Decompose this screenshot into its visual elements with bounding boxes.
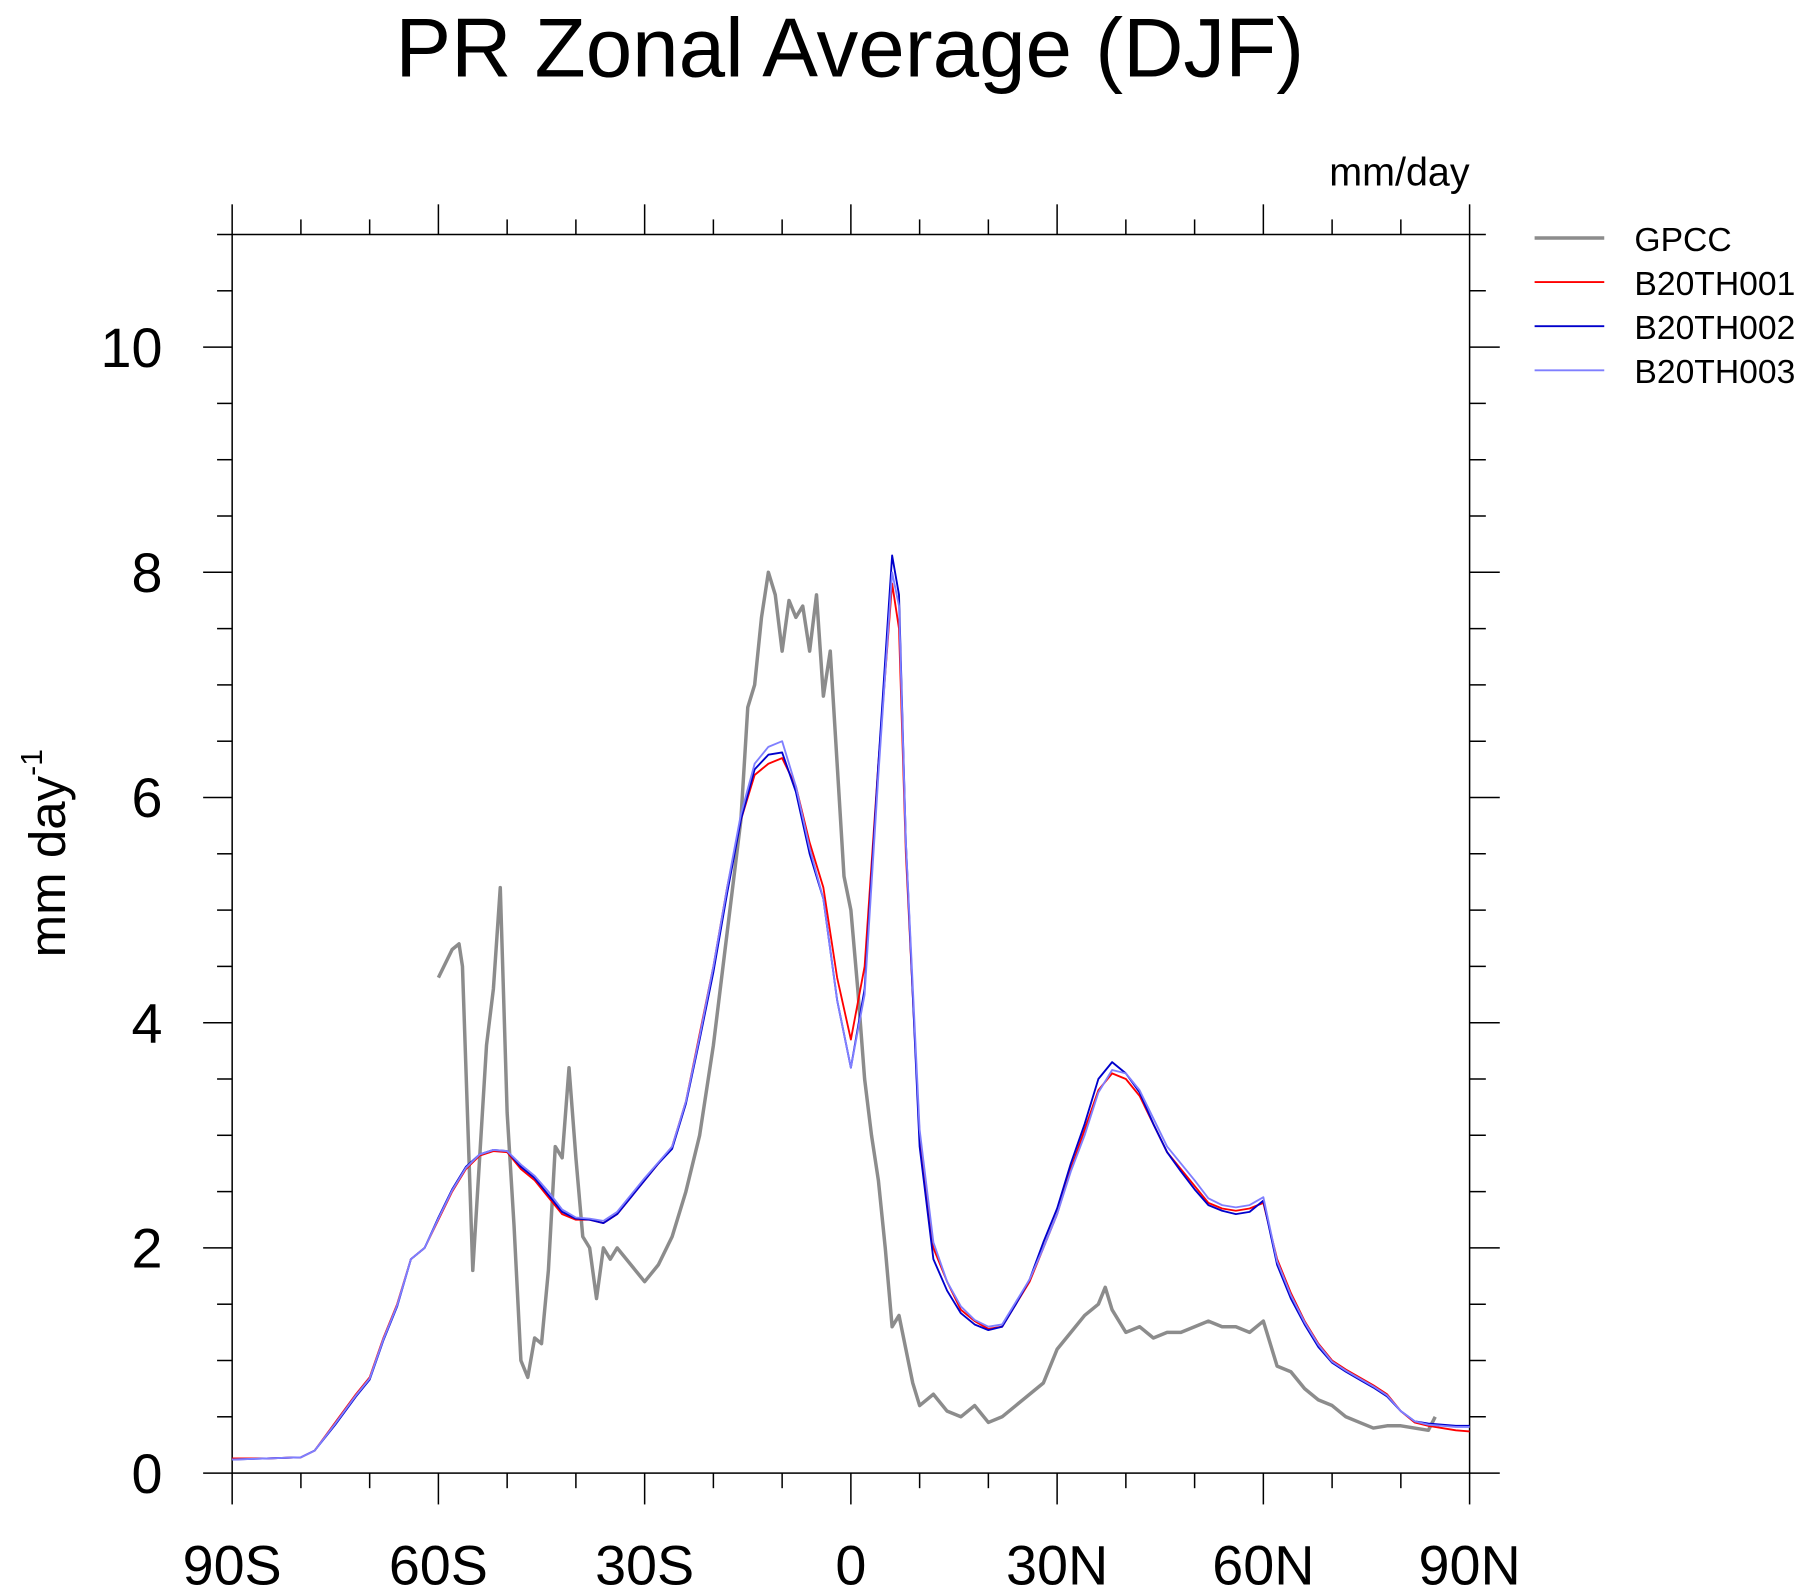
x-tick-label: 60N <box>1212 1535 1314 1595</box>
legend-label: B20TH001 <box>1634 266 1795 303</box>
legend-label: B20TH002 <box>1634 310 1795 347</box>
y-axis-label-text: mm day-1 <box>16 749 76 957</box>
y-axis-label-main: mm day <box>19 775 76 957</box>
series-line <box>436 570 1437 1433</box>
x-tick-label: 0 <box>835 1535 866 1595</box>
series-line <box>232 582 1470 1460</box>
x-tick-label: 60S <box>389 1535 488 1595</box>
x-tick-label: 30N <box>1006 1535 1108 1595</box>
units-label: mm/day <box>1329 151 1470 195</box>
y-axis-label: mm day-1 <box>16 749 76 957</box>
x-tick-label: 30S <box>595 1535 694 1595</box>
series-line <box>232 571 1470 1461</box>
plot-frame <box>231 233 1471 1474</box>
legend-label: B20TH003 <box>1634 354 1795 391</box>
x-tick-label: 90S <box>183 1535 282 1595</box>
series-line <box>232 554 1470 1461</box>
x-tick-label: 90N <box>1419 1535 1521 1595</box>
y-axis-label-sup: -1 <box>16 749 49 776</box>
y-tick-label: 2 <box>132 1218 163 1280</box>
legend-label: GPCC <box>1634 222 1731 259</box>
y-tick-label: 6 <box>132 767 163 829</box>
chart-title: PR Zonal Average (DJF) <box>395 1 1304 95</box>
y-tick-label: 8 <box>132 542 163 604</box>
y-tick-label: 10 <box>101 317 163 379</box>
y-tick-label: 4 <box>132 992 163 1054</box>
y-tick-label: 0 <box>132 1443 163 1505</box>
